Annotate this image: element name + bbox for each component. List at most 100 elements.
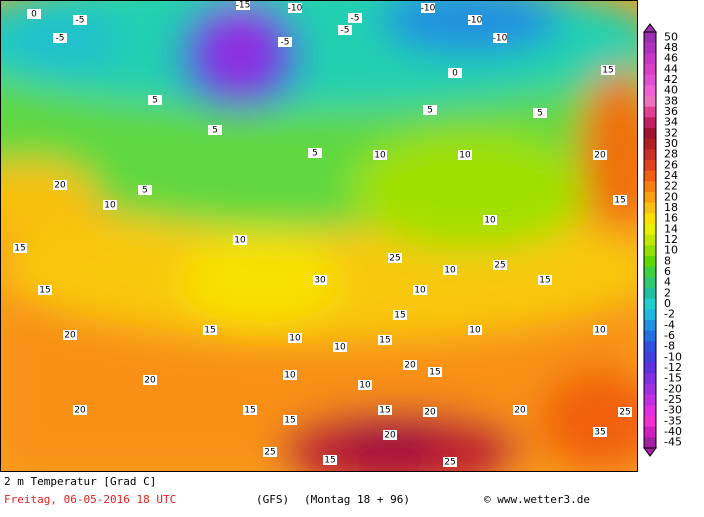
legend-label: -8: [664, 340, 675, 353]
label-box: [468, 15, 482, 25]
legend-swatch: [644, 224, 656, 236]
label-box: [333, 342, 347, 352]
label-box: [283, 370, 297, 380]
label-box: [148, 95, 162, 105]
label-box: [601, 65, 615, 75]
contour-label: 10: [444, 266, 456, 276]
legend-swatch: [644, 42, 656, 54]
contour-label: 5: [312, 149, 318, 159]
legend-swatch: [644, 426, 656, 438]
contour-label: 10: [234, 236, 246, 246]
legend-label: 32: [664, 126, 678, 139]
label-box: [358, 380, 372, 390]
legend-swatch: [644, 106, 656, 118]
label-box: [338, 25, 352, 35]
contour-label: 20: [384, 431, 396, 441]
label-box: [73, 15, 87, 25]
legend-swatch: [644, 138, 656, 150]
run-label: (Montag 18 + 96): [304, 493, 410, 506]
legend-swatch: [644, 160, 656, 172]
contour-label: 20: [74, 406, 86, 416]
label-box: [263, 447, 277, 457]
label-box: [53, 33, 67, 43]
label-box: [403, 360, 417, 370]
color-legend: 5048464442403836343230282624222018161412…: [643, 23, 682, 457]
contour-label: 15: [14, 244, 25, 254]
legend-label: -10: [664, 350, 682, 363]
legend-swatch: [644, 213, 656, 225]
legend-label: 22: [664, 180, 678, 193]
contour-label: 25: [389, 254, 400, 264]
contour-label: 10: [469, 326, 481, 336]
legend-swatch: [644, 85, 656, 97]
legend-label: 12: [664, 233, 678, 246]
contour-labels: 0-5-5-15 -10-5-10-10-10-50-55555101010551…: [13, 0, 632, 468]
legend-swatch: [644, 64, 656, 76]
contour-label: 15: [394, 311, 405, 321]
legend-label: 46: [664, 52, 678, 65]
label-box: [533, 108, 547, 118]
legend-label: -30: [664, 404, 682, 417]
legend-label: -25: [664, 393, 682, 406]
map-frame: [0, 0, 638, 472]
copyright: © www.wetter3.de: [484, 493, 590, 506]
legend-label: 26: [664, 158, 678, 171]
contour-label: 5: [427, 106, 433, 116]
legend-label: 0: [664, 297, 671, 310]
legend-swatch: [644, 96, 656, 108]
label-box: [308, 148, 322, 158]
label-box: [483, 215, 497, 225]
legend-frame: [643, 31, 657, 449]
label-box: [448, 68, 462, 78]
legend-swatch: [644, 245, 656, 257]
contour-label: 15: [204, 326, 215, 336]
contour-label: 25: [619, 408, 630, 418]
legend-label: -20: [664, 382, 682, 395]
contour-label: 15: [602, 66, 613, 76]
legend-swatch: [644, 330, 656, 342]
contour-label: 20: [54, 181, 66, 191]
label-box: [103, 200, 117, 210]
legend-swatch: [644, 309, 656, 321]
legend-swatch: [644, 405, 656, 417]
contour-label: 10: [284, 371, 296, 381]
label-box: [413, 285, 427, 295]
contour-label: 25: [494, 261, 505, 271]
label-box: [423, 105, 437, 115]
label-box: [143, 375, 157, 385]
legend-swatch: [644, 53, 656, 65]
legend-label: 2: [664, 286, 671, 299]
legend-swatch: [644, 320, 656, 332]
legend-label: 38: [664, 94, 678, 107]
label-box: [593, 325, 607, 335]
contour-label: 20: [514, 406, 526, 416]
contour-label: -5: [341, 26, 350, 36]
legend-swatch: [644, 373, 656, 385]
legend-swatch: [644, 266, 656, 278]
label-box: [593, 150, 607, 160]
label-box: [278, 37, 292, 47]
legend-swatch: [644, 74, 656, 86]
contour-label: 10: [414, 286, 426, 296]
label-box: [243, 405, 257, 415]
contour-label: 10: [334, 343, 346, 353]
legend-label: 24: [664, 169, 678, 182]
contour-label: 15: [379, 336, 390, 346]
legend-arrow-top: [643, 23, 657, 33]
contour-label: 10: [359, 381, 371, 391]
contour-label: 10: [459, 151, 471, 161]
contour-label: -5: [76, 16, 85, 26]
contour-label: 20: [404, 361, 416, 371]
contour-label: -10: [493, 34, 508, 44]
contour-label: 5: [142, 186, 148, 196]
legend-label: 34: [664, 116, 678, 129]
model-label: (GFS): [256, 493, 289, 506]
contour-label: 10: [484, 216, 496, 226]
contour-label: -15: [236, 1, 251, 11]
legend-label: 6: [664, 265, 671, 278]
legend-label: 10: [664, 244, 678, 257]
legend-label: -45: [664, 436, 682, 449]
contour-label: 15: [244, 406, 255, 416]
label-box: [288, 333, 302, 343]
